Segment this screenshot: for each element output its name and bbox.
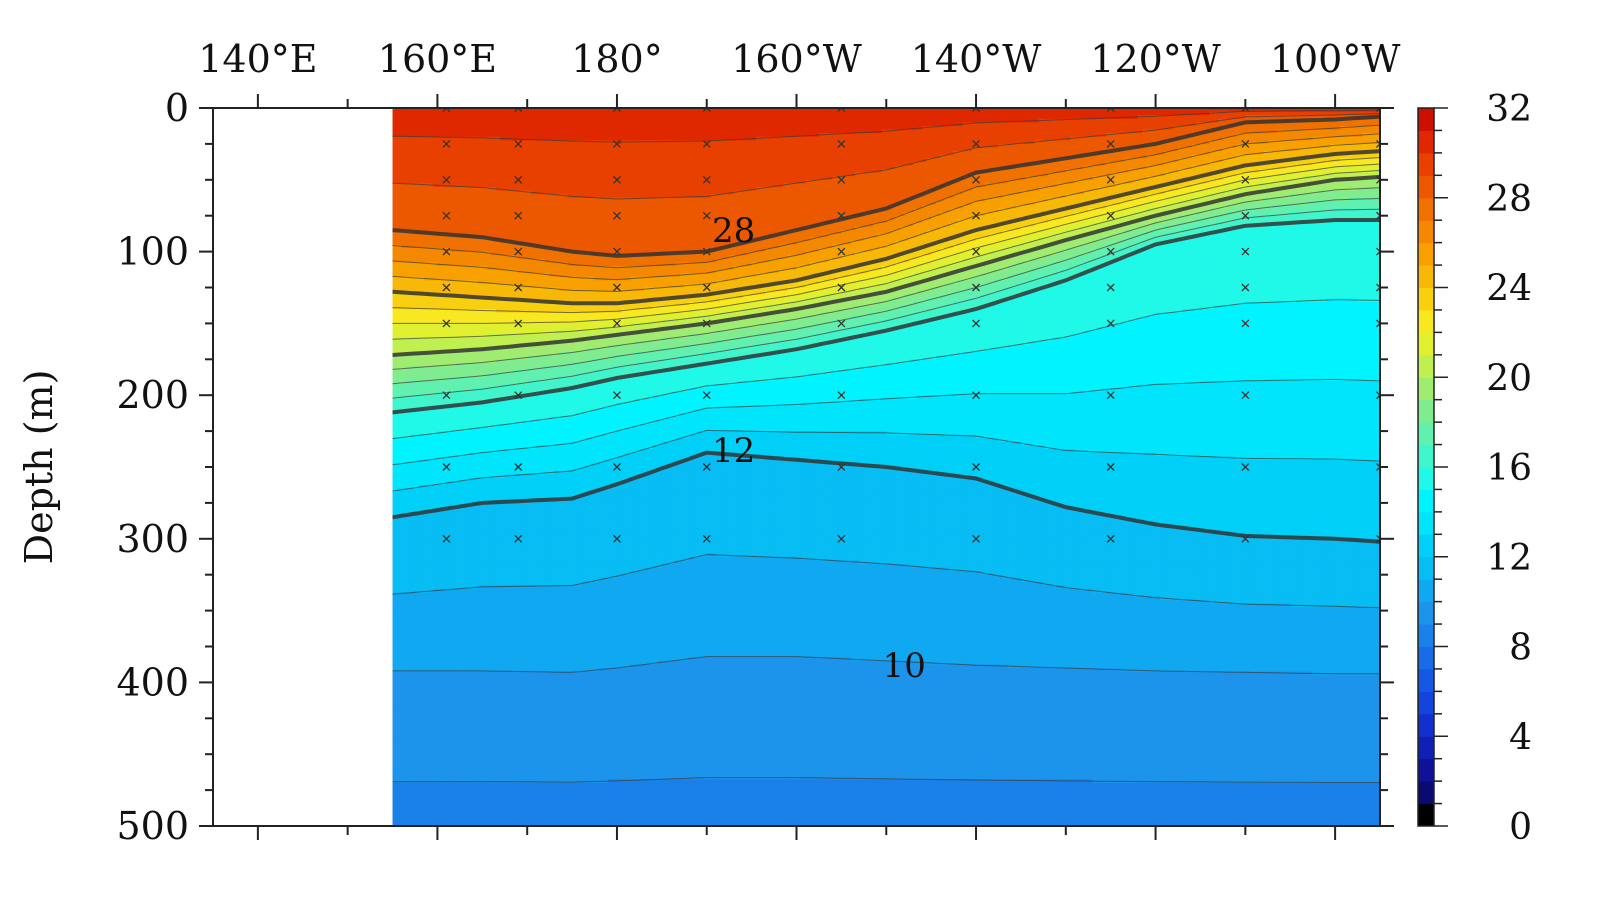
temperature-depth-section-chart: 281210 140°E 160°E 180° 160°W 140°W 120°W 100°… (0, 0, 1600, 901)
